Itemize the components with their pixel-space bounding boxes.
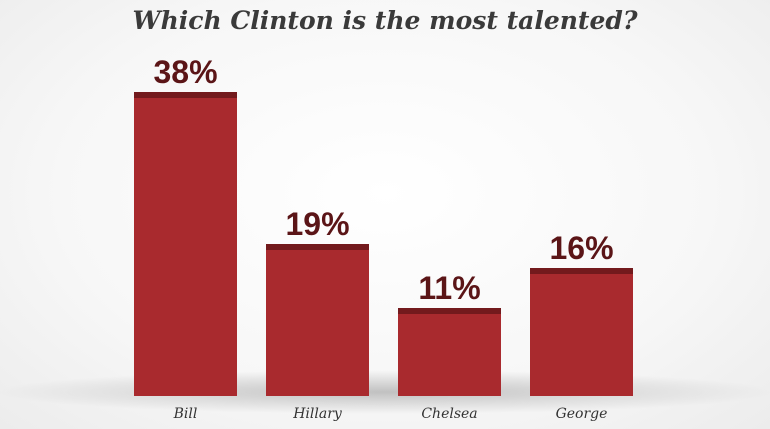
value-label-chelsea: 11% <box>418 270 480 306</box>
category-label-chelsea: Chelsea <box>421 406 477 422</box>
value-label-george: 16% <box>549 230 613 266</box>
bar-chelsea <box>398 308 501 396</box>
value-label-hillary: 19% <box>285 206 349 242</box>
bar-george-body <box>530 268 633 396</box>
floor-shadow <box>0 370 770 414</box>
bar-bill-cap <box>134 92 237 98</box>
bar-george-cap <box>530 268 633 274</box>
bar-hillary-cap <box>266 244 369 250</box>
bar-chelsea-cap <box>398 308 501 314</box>
category-label-george: George <box>556 406 608 422</box>
category-label-hillary: Hillary <box>292 406 343 422</box>
bar-hillary-body <box>266 244 369 396</box>
value-label-bill: 38% <box>153 54 217 90</box>
bar-bill <box>134 92 237 396</box>
bar-george <box>530 268 633 396</box>
category-label-bill: Bill <box>173 406 198 422</box>
bar-bill-body <box>134 92 237 396</box>
bar-chelsea-body <box>398 308 501 396</box>
chart-title: Which Clinton is the most talented? <box>132 6 638 35</box>
bar-hillary <box>266 244 369 396</box>
